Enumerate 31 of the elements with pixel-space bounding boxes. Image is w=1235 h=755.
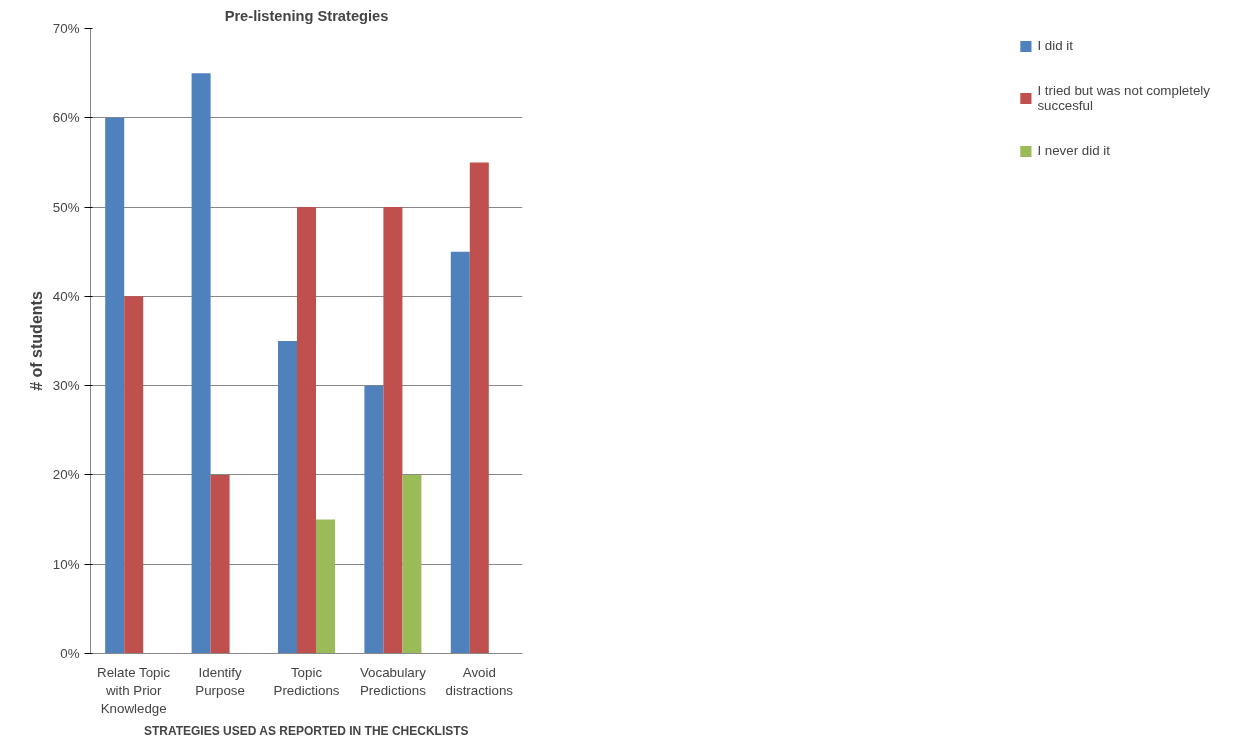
bar [297,207,316,654]
y-tick-label: 10% [52,556,80,572]
bar [364,385,384,654]
legend-label: I never did it [1037,143,1110,158]
bar [191,73,211,654]
y-tick-label: 0% [60,646,80,661]
bar [450,251,470,654]
x-tick-label: Topic Predictions [273,664,340,698]
y-tick-label: 20% [52,467,80,483]
x-tick-label: Avoid distractions [445,664,514,698]
bar [469,162,489,654]
y-tick-label: 70% [52,21,80,36]
y-tick-label: 60% [52,110,80,126]
chart-title: Pre-listening Strategies [224,7,389,24]
bar [277,341,297,654]
bar [124,296,144,654]
x-axis-title: STRATEGIES USED AS REPORTED IN THE CHECKLISTS [143,723,469,738]
x-tick-label: Identify Purpose [195,664,245,698]
legend-label: I did it [1037,38,1073,53]
bar [383,207,403,654]
y-tick-label: 50% [52,199,80,215]
y-tick-label: 30% [52,378,80,394]
legend-label: I tried but was not completely succesful [1037,83,1210,113]
bar [402,474,422,654]
bar [316,519,336,654]
bar [105,117,125,654]
bar [210,474,230,654]
x-tick-label: Relate Topic with Prior Knowledge [97,664,171,716]
y-axis-title: # of students [27,291,45,391]
y-tick-label: 40% [52,288,80,304]
x-tick-label: Vocabulary Predictions [359,664,427,698]
